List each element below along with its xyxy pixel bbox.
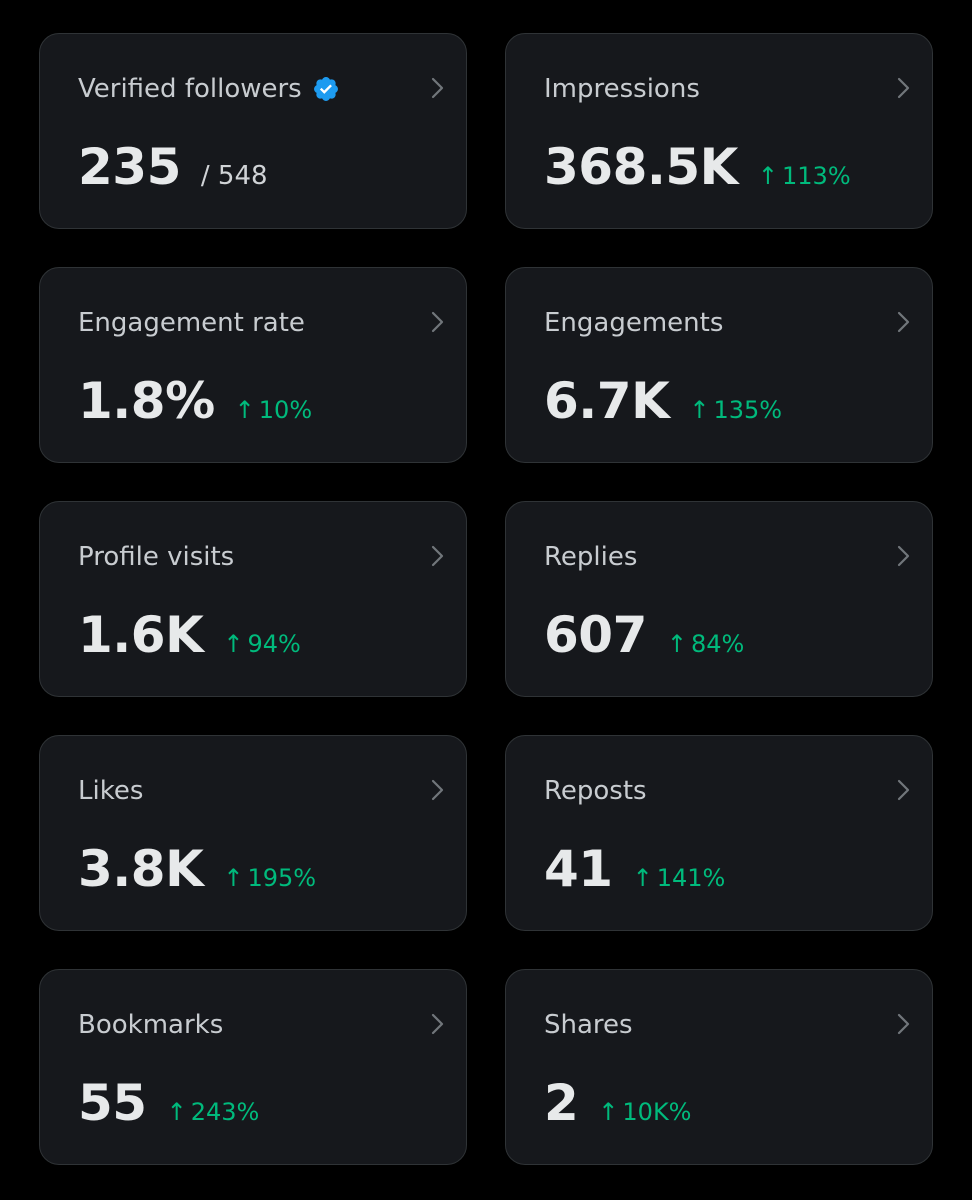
card-title: Verified followers [78, 74, 302, 104]
metric-change: ↑ 10% [235, 396, 312, 424]
metric-change: ↑ 84% [667, 630, 744, 658]
card-title: Profile visits [78, 542, 235, 572]
arrow-up-icon: ↑ [223, 630, 244, 658]
card-engagements[interactable]: Engagements 6.7K ↑ 135% [505, 267, 933, 463]
chevron-right-icon [897, 545, 910, 567]
metric-value: 6.7K [544, 372, 670, 430]
chevron-right-icon [897, 77, 910, 99]
card-title: Shares [544, 1010, 633, 1040]
chevron-right-icon [431, 1013, 444, 1035]
card-title: Likes [78, 776, 144, 806]
change-value: 94% [247, 630, 301, 658]
metric-change: ↑ 10K% [598, 1098, 691, 1126]
card-impressions[interactable]: Impressions 368.5K ↑ 113% [505, 33, 933, 229]
card-shares[interactable]: Shares 2 ↑ 10K% [505, 969, 933, 1165]
metric-change: ↑ 243% [167, 1098, 260, 1126]
value-row: 1.6K ↑ 94% [78, 606, 301, 664]
metric-value: 1.6K [78, 606, 204, 664]
arrow-up-icon: ↑ [223, 864, 244, 892]
chevron-right-icon [897, 779, 910, 801]
metric-value: 1.8% [78, 372, 215, 430]
value-row: 2 ↑ 10K% [544, 1074, 692, 1132]
metric-value: 55 [78, 1074, 147, 1132]
card-title: Replies [544, 542, 638, 572]
card-engagement-rate[interactable]: Engagement rate 1.8% ↑ 10% [39, 267, 467, 463]
metric-total: / 548 [200, 161, 268, 191]
metric-change: ↑ 113% [758, 162, 851, 190]
value-row: 1.8% ↑ 10% [78, 372, 312, 430]
change-value: 113% [782, 162, 851, 190]
arrow-up-icon: ↑ [166, 1098, 187, 1126]
card-profile-visits[interactable]: Profile visits 1.6K ↑ 94% [39, 501, 467, 697]
value-row: 41 ↑ 141% [544, 840, 725, 898]
card-replies[interactable]: Replies 607 ↑ 84% [505, 501, 933, 697]
arrow-up-icon: ↑ [666, 630, 687, 658]
chevron-right-icon [897, 1013, 910, 1035]
arrow-up-icon: ↑ [234, 396, 255, 424]
card-title-wrapper: Verified followers [78, 74, 340, 104]
card-title: Engagement rate [78, 308, 305, 338]
arrow-up-icon: ↑ [757, 162, 779, 190]
value-row: 55 ↑ 243% [78, 1074, 259, 1132]
value-row: 235 / 548 [78, 138, 268, 196]
metric-value: 235 [78, 138, 181, 196]
card-title: Impressions [544, 74, 700, 104]
card-likes[interactable]: Likes 3.8K ↑ 195% [39, 735, 467, 931]
value-row: 3.8K ↑ 195% [78, 840, 316, 898]
change-value: 10K% [622, 1098, 692, 1126]
change-value: 141% [656, 864, 726, 892]
chevron-right-icon [431, 77, 444, 99]
change-value: 10% [258, 396, 313, 424]
metric-value: 41 [544, 840, 613, 898]
metric-change: ↑ 135% [689, 396, 782, 424]
chevron-right-icon [431, 545, 444, 567]
analytics-grid: Verified followers 235 / 548 Impressions… [39, 33, 933, 1165]
metric-value: 2 [544, 1074, 579, 1132]
card-verified-followers[interactable]: Verified followers 235 / 548 [39, 33, 467, 229]
verified-badge-icon [313, 77, 338, 101]
value-row: 607 ↑ 84% [544, 606, 744, 664]
change-value: 195% [247, 864, 317, 892]
metric-value: 3.8K [78, 840, 204, 898]
change-value: 243% [190, 1098, 260, 1126]
arrow-up-icon: ↑ [689, 396, 710, 424]
metric-value: 368.5K [544, 138, 738, 196]
value-row: 6.7K ↑ 135% [544, 372, 782, 430]
arrow-up-icon: ↑ [632, 864, 653, 892]
metric-change: ↑ 141% [633, 864, 726, 892]
card-title: Reposts [544, 776, 647, 806]
metric-value: 607 [544, 606, 647, 664]
chevron-right-icon [431, 779, 444, 801]
arrow-up-icon: ↑ [598, 1098, 619, 1126]
change-value: 135% [713, 396, 783, 424]
card-title: Engagements [544, 308, 724, 338]
card-bookmarks[interactable]: Bookmarks 55 ↑ 243% [39, 969, 467, 1165]
metric-change: ↑ 94% [223, 630, 300, 658]
value-row: 368.5K ↑ 113% [544, 138, 851, 196]
change-value: 84% [690, 630, 745, 658]
card-reposts[interactable]: Reposts 41 ↑ 141% [505, 735, 933, 931]
chevron-right-icon [897, 311, 910, 333]
metric-change: ↑ 195% [223, 864, 316, 892]
chevron-right-icon [431, 311, 444, 333]
card-title: Bookmarks [78, 1010, 224, 1040]
